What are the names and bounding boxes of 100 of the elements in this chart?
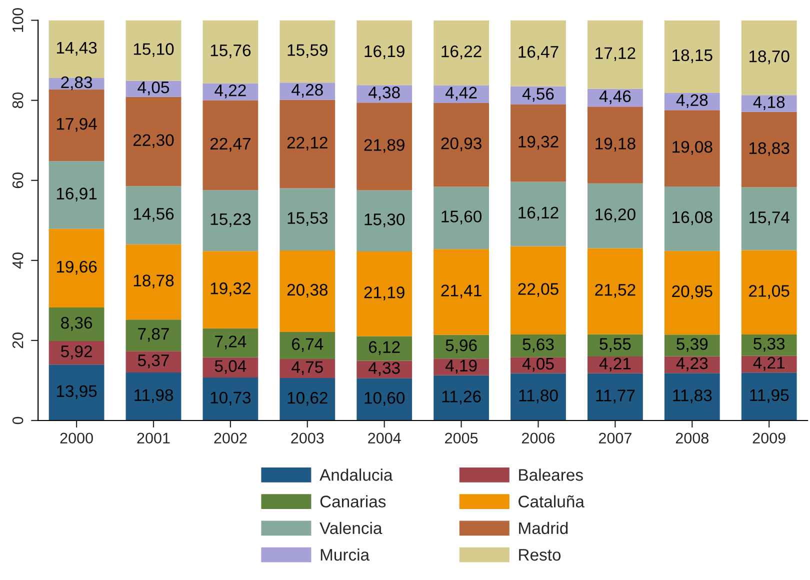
- data-label: 21,19: [364, 286, 404, 300]
- data-label: 10,60: [364, 392, 405, 406]
- data-label: 5,37: [138, 354, 169, 368]
- bar: [664, 373, 720, 420]
- data-label: 6,12: [368, 341, 400, 355]
- bar: [126, 372, 182, 420]
- bar: [510, 373, 566, 420]
- data-label: 22,05: [518, 283, 558, 297]
- legend-label: Valencia: [320, 522, 382, 534]
- bar: [126, 96, 182, 186]
- data-label: 18,83: [750, 142, 790, 156]
- data-label: 21,41: [441, 284, 482, 298]
- data-label: 18,70: [750, 50, 790, 64]
- bar: [280, 82, 336, 100]
- bar: [741, 372, 797, 420]
- bar: [434, 20, 489, 86]
- bar: [280, 20, 336, 83]
- bar: [741, 250, 797, 334]
- bar: [510, 246, 566, 335]
- data-label: 20,93: [441, 137, 482, 152]
- data-label: 4,21: [599, 358, 631, 372]
- data-label: 6,74: [292, 338, 324, 352]
- bar: [202, 190, 258, 252]
- data-label: 5,04: [214, 360, 246, 374]
- bar: [126, 351, 182, 373]
- x-tick-label: 2004: [368, 432, 401, 444]
- bar: [741, 187, 797, 250]
- bar: [434, 334, 489, 359]
- bar: [48, 89, 104, 162]
- bar: [510, 86, 566, 104]
- bar: [510, 104, 566, 182]
- data-label: 15,76: [210, 44, 251, 58]
- bar: [202, 20, 258, 84]
- data-label: 16,47: [518, 46, 558, 60]
- data-label: 15,53: [288, 212, 328, 226]
- data-label: 4,21: [753, 356, 784, 371]
- data-label: 2,83: [61, 76, 92, 90]
- bar: [510, 20, 566, 86]
- y-tick-label: 20: [12, 332, 24, 348]
- data-label: 10,62: [288, 392, 328, 406]
- data-label: 4,42: [445, 86, 477, 101]
- bar: [202, 378, 258, 420]
- y-tick-label: 60: [12, 172, 24, 188]
- data-label: 5,63: [522, 338, 554, 352]
- data-label: 4,19: [445, 360, 477, 374]
- bar: [126, 20, 182, 81]
- bar: [741, 334, 797, 356]
- bar: [126, 186, 182, 244]
- bar: [664, 250, 720, 335]
- bar: [48, 364, 104, 420]
- bar: [664, 20, 720, 93]
- x-tick-label: 2003: [291, 432, 324, 444]
- data-label: 10,73: [210, 392, 251, 406]
- bar: [280, 188, 336, 250]
- bar: [356, 336, 412, 361]
- data-label: 4,23: [676, 357, 708, 372]
- data-label: 5,96: [446, 339, 477, 354]
- bar: [434, 375, 489, 420]
- data-label: 4,28: [676, 94, 708, 108]
- data-label: 20,38: [287, 284, 328, 298]
- bar: [434, 102, 489, 187]
- data-label: 21,52: [595, 284, 636, 298]
- legend-label: Andalucia: [320, 468, 393, 481]
- data-label: 18,78: [134, 274, 174, 288]
- data-label: 7,87: [138, 328, 169, 342]
- data-label: 11,98: [134, 389, 174, 403]
- bar: [587, 106, 643, 184]
- data-label: 16,08: [672, 211, 712, 226]
- bar: [587, 334, 643, 357]
- data-label: 20,95: [672, 285, 712, 300]
- data-label: 16,22: [442, 45, 482, 60]
- bar: [48, 161, 104, 229]
- bar: [587, 356, 643, 374]
- data-label: 4,33: [368, 362, 400, 376]
- bar: [356, 102, 412, 190]
- y-tick-label: 0: [12, 416, 24, 424]
- bar: [356, 378, 412, 420]
- y-tick-label: 80: [12, 92, 24, 108]
- legend-label: Baleares: [519, 468, 583, 481]
- data-label: 22,47: [210, 138, 250, 152]
- data-label: 11,95: [750, 389, 789, 404]
- bar: [741, 95, 797, 112]
- data-label: 15,59: [288, 44, 328, 58]
- data-label: 15,74: [750, 212, 790, 226]
- data-label: 5,92: [60, 346, 92, 360]
- data-label: 19,18: [596, 138, 636, 152]
- legend-label: Murcia: [320, 548, 370, 561]
- bar: [664, 186, 720, 251]
- data-label: 16,91: [56, 188, 97, 202]
- data-label: 4,05: [522, 358, 554, 372]
- x-tick-label: 2009: [752, 432, 786, 444]
- data-label: 4,28: [292, 84, 323, 98]
- bar: [587, 373, 643, 420]
- data-label: 19,32: [210, 282, 250, 296]
- x-tick-label: 2008: [676, 432, 708, 444]
- bar: [202, 328, 258, 358]
- bar: [280, 100, 336, 188]
- data-label: 4,56: [522, 88, 554, 102]
- bar: [280, 378, 336, 420]
- data-label: 13,95: [56, 385, 97, 400]
